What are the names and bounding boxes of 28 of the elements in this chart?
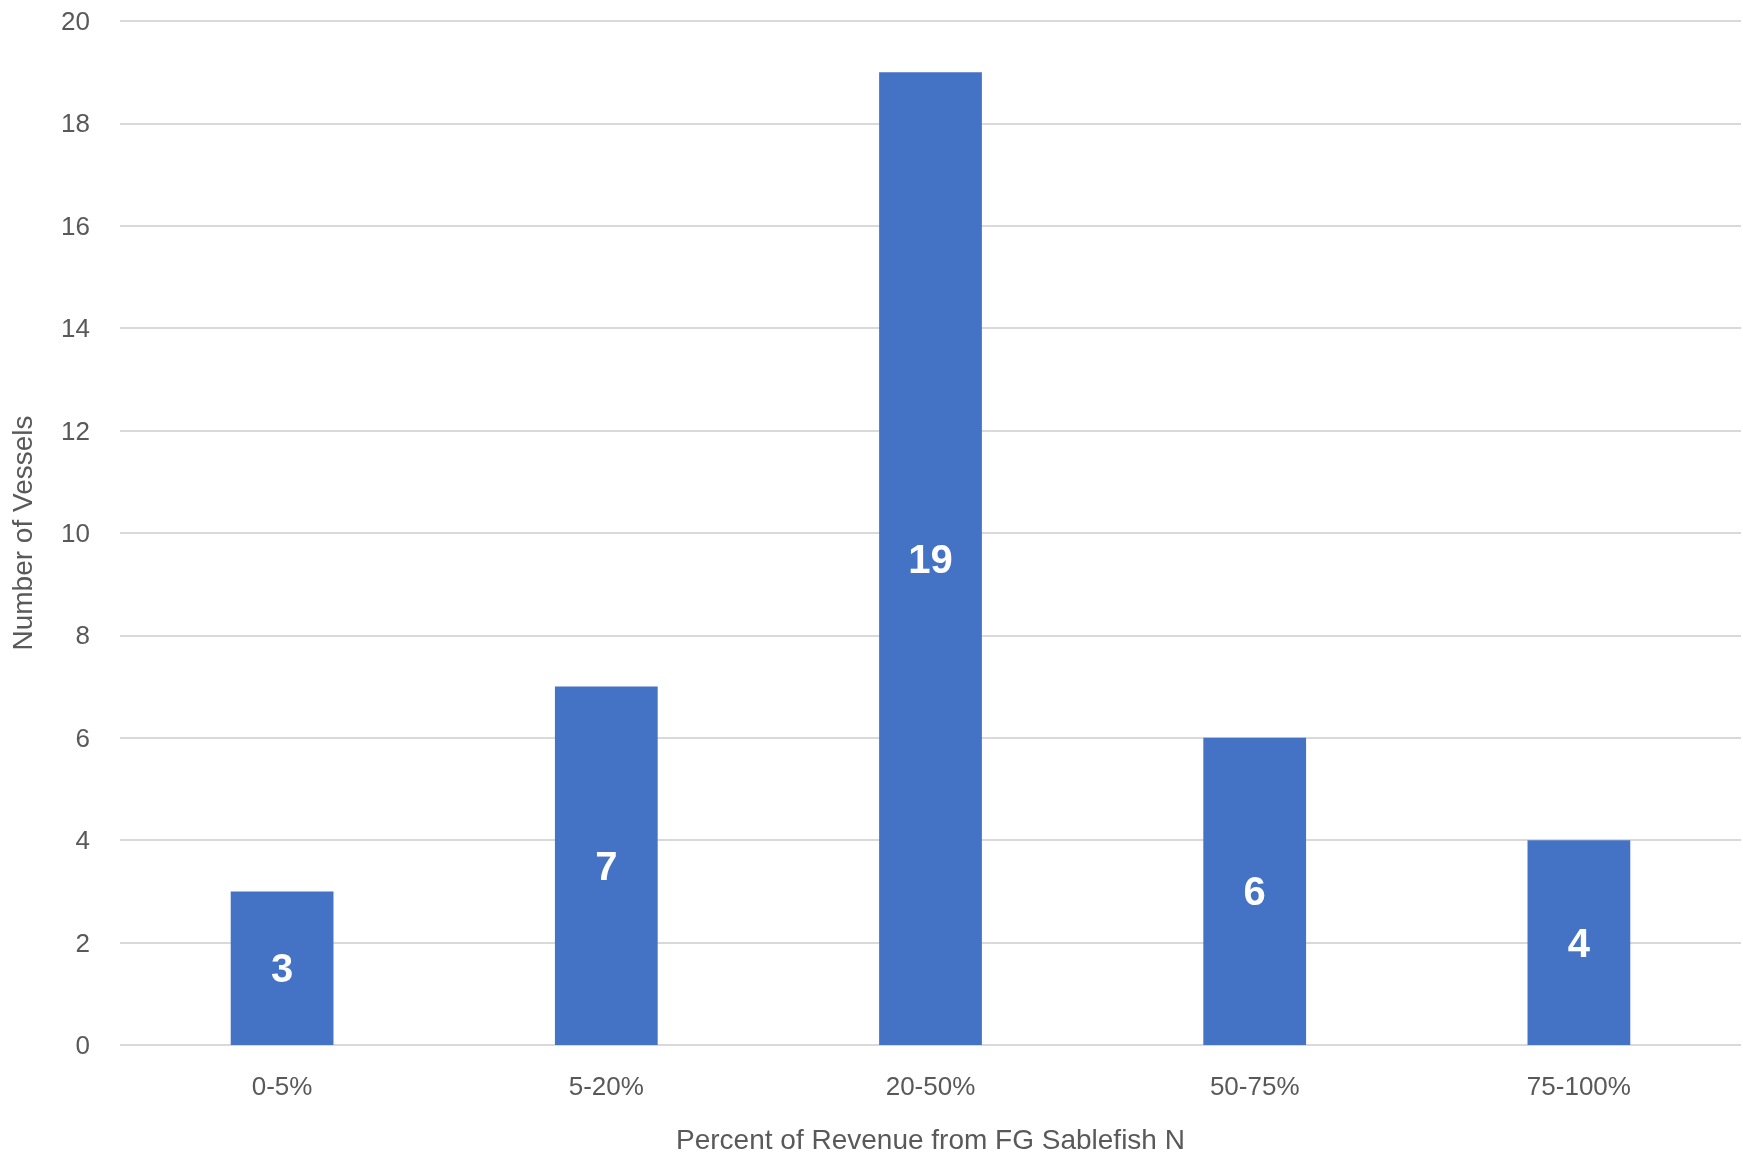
y-tick-label: 16 <box>61 210 90 241</box>
y-tick-label: 2 <box>75 927 90 958</box>
bar <box>1203 737 1307 1045</box>
y-tick-label: 0 <box>75 1030 90 1060</box>
bar <box>879 72 982 1045</box>
x-tick-label: 5-20% <box>568 1071 644 1101</box>
x-axis-title: Percent of Revenue from FG Sablefish N <box>676 1123 1185 1155</box>
x-tick-label: 0-5% <box>251 1071 313 1101</box>
y-tick-label: 6 <box>75 722 90 753</box>
y-tick-label: 10 <box>61 518 90 548</box>
y-tick-label: 14 <box>61 313 90 344</box>
data-label: 4 <box>1567 920 1591 965</box>
y-tick-label: 18 <box>61 108 90 139</box>
x-tick-label: 20-50% <box>885 1071 976 1101</box>
data-label: 3 <box>270 946 294 991</box>
y-tick-label: 20 <box>61 6 90 36</box>
y-tick-label: 12 <box>61 415 90 446</box>
y-tick-label: 4 <box>75 825 90 856</box>
bar <box>230 891 334 1045</box>
x-tick-label: 75-100% <box>1526 1071 1631 1101</box>
bar <box>1527 840 1631 1045</box>
bar <box>554 686 658 1045</box>
data-label: 6 <box>1243 869 1266 914</box>
data-label: 19 <box>908 536 953 581</box>
x-tick-label: 50-75% <box>1209 1071 1300 1101</box>
y-axis-title: Number of Vessels <box>6 415 38 651</box>
data-label: 7 <box>595 843 618 888</box>
y-tick-label: 8 <box>75 620 90 651</box>
